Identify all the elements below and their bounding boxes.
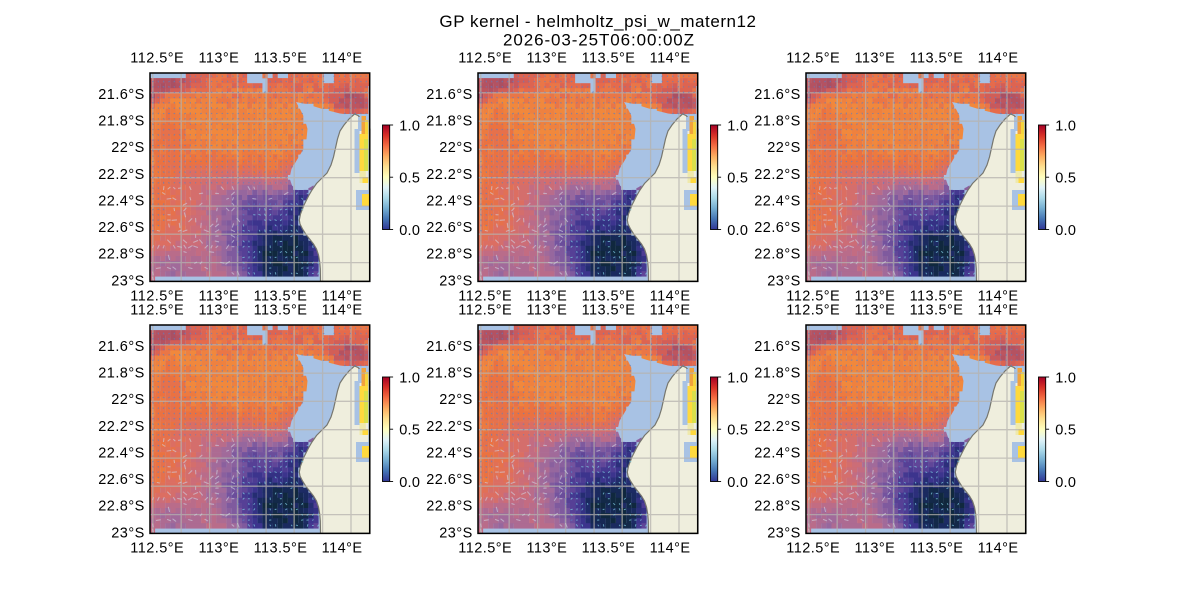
- svg-text:GP kernel - helmholtz_psi_w_ma: GP kernel - helmholtz_psi_w_matern12: [439, 12, 756, 31]
- svg-text:2026-03-25T06:00:00Z: 2026-03-25T06:00:00Z: [503, 31, 695, 50]
